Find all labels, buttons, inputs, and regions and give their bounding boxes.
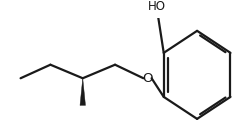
Text: HO: HO: [148, 0, 166, 13]
Text: O: O: [142, 72, 153, 85]
Polygon shape: [80, 78, 86, 105]
